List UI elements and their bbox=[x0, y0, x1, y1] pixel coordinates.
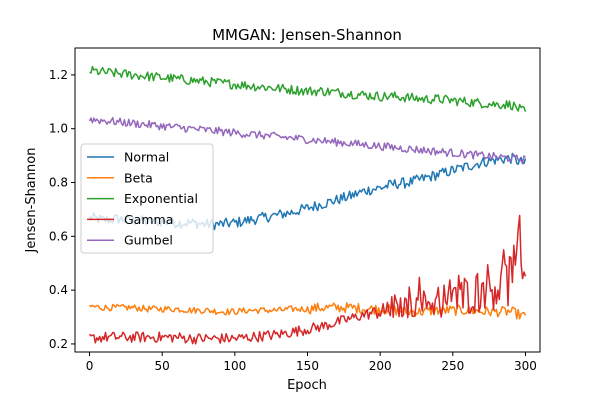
y-tick-label: 1.2 bbox=[49, 68, 68, 82]
x-tick-label: 250 bbox=[441, 359, 464, 373]
x-tick-label: 50 bbox=[155, 359, 170, 373]
y-tick-label: 0.8 bbox=[49, 176, 68, 190]
y-tick-label: 0.2 bbox=[49, 337, 68, 351]
y-axis: 0.2 0.4 0.6 0.8 1.0 1.2 bbox=[49, 68, 75, 351]
series-line-gumbel bbox=[88, 116, 526, 164]
x-tick-label: 100 bbox=[223, 359, 246, 373]
x-axis-label: Epoch bbox=[287, 378, 327, 393]
x-tick-label: 150 bbox=[296, 359, 319, 373]
series-line-beta bbox=[89, 302, 527, 320]
x-tick-label: 200 bbox=[369, 359, 392, 373]
legend-label-normal: Normal bbox=[124, 150, 169, 165]
legend-label-exponential: Exponential bbox=[124, 191, 198, 206]
x-axis: 0 50 100 150 200 250 300 bbox=[86, 352, 537, 373]
y-axis-label: Jensen-Shannon bbox=[24, 148, 39, 254]
y-tick-label: 0.6 bbox=[49, 229, 68, 243]
y-tick-label: 0.4 bbox=[49, 283, 68, 297]
chart-title: MMGAN: Jensen-Shannon bbox=[212, 26, 402, 44]
y-tick-label: 1.0 bbox=[49, 122, 68, 136]
series-line-exponential bbox=[89, 65, 527, 112]
legend-label-gamma: Gamma bbox=[124, 212, 173, 227]
series-line-gamma bbox=[88, 214, 527, 345]
legend-frame bbox=[80, 143, 214, 254]
legend-label-gumbel: Gumbel bbox=[124, 233, 173, 248]
x-tick-label: 300 bbox=[514, 359, 537, 373]
legend: Normal Beta Exponential Gamma Gumbel bbox=[80, 143, 214, 254]
legend-label-beta: Beta bbox=[124, 170, 153, 185]
x-tick-label: 0 bbox=[86, 359, 94, 373]
